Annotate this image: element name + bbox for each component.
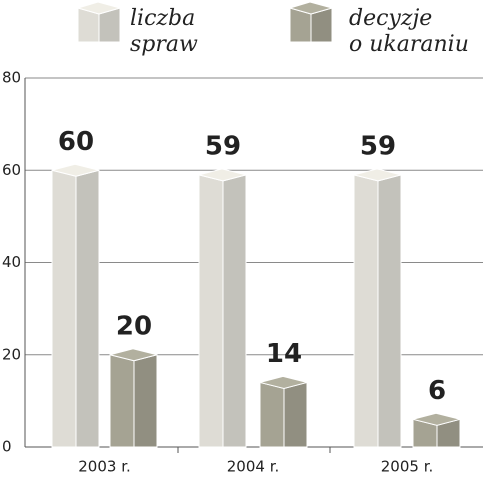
bar-top-face	[51, 163, 100, 177]
value-label: 14	[266, 339, 302, 369]
bar-top-face	[198, 168, 247, 182]
bar-top-face	[353, 168, 402, 182]
legend-label: decyzje o ukaraniu	[349, 6, 469, 57]
bar-top-face	[76, 1, 122, 15]
bar	[51, 163, 100, 448]
legend-swatch	[76, 1, 122, 43]
value-label: 6	[428, 376, 446, 406]
y-tick-label: 60	[2, 161, 21, 179]
bar	[412, 412, 461, 448]
bar-left-face	[51, 169, 77, 448]
bar-top-face	[259, 375, 308, 389]
value-label: 20	[116, 311, 152, 341]
bar-right-face	[133, 354, 158, 448]
bar-right-face	[222, 174, 247, 448]
bar	[259, 375, 308, 448]
bar	[198, 168, 247, 448]
y-tick-label: 0	[2, 438, 12, 456]
bar-top-face	[412, 412, 461, 426]
bar-left-face	[353, 174, 379, 448]
value-label: 59	[205, 131, 241, 161]
bar-top-face	[109, 348, 158, 362]
y-tick-label: 20	[2, 345, 21, 363]
value-label: 60	[58, 127, 94, 157]
bar-right-face	[75, 169, 100, 448]
y-tick-label: 80	[2, 69, 21, 87]
bar-right-face	[377, 174, 402, 448]
bar-top-face	[288, 1, 334, 15]
legend-label: liczba spraw	[130, 6, 198, 57]
bar-left-face	[259, 381, 285, 448]
y-tick-label: 40	[2, 253, 21, 271]
bar-right-face	[283, 381, 308, 448]
x-tick-label: 2004 r.	[227, 458, 280, 476]
x-tick-label: 2005 r.	[381, 458, 434, 476]
bar	[353, 168, 402, 448]
bar-left-face	[198, 174, 224, 448]
x-tick-label: 2003 r.	[78, 458, 131, 476]
legend-swatch	[288, 1, 334, 43]
value-label: 59	[360, 131, 396, 161]
bar-left-face	[109, 354, 135, 448]
bar	[109, 348, 158, 448]
